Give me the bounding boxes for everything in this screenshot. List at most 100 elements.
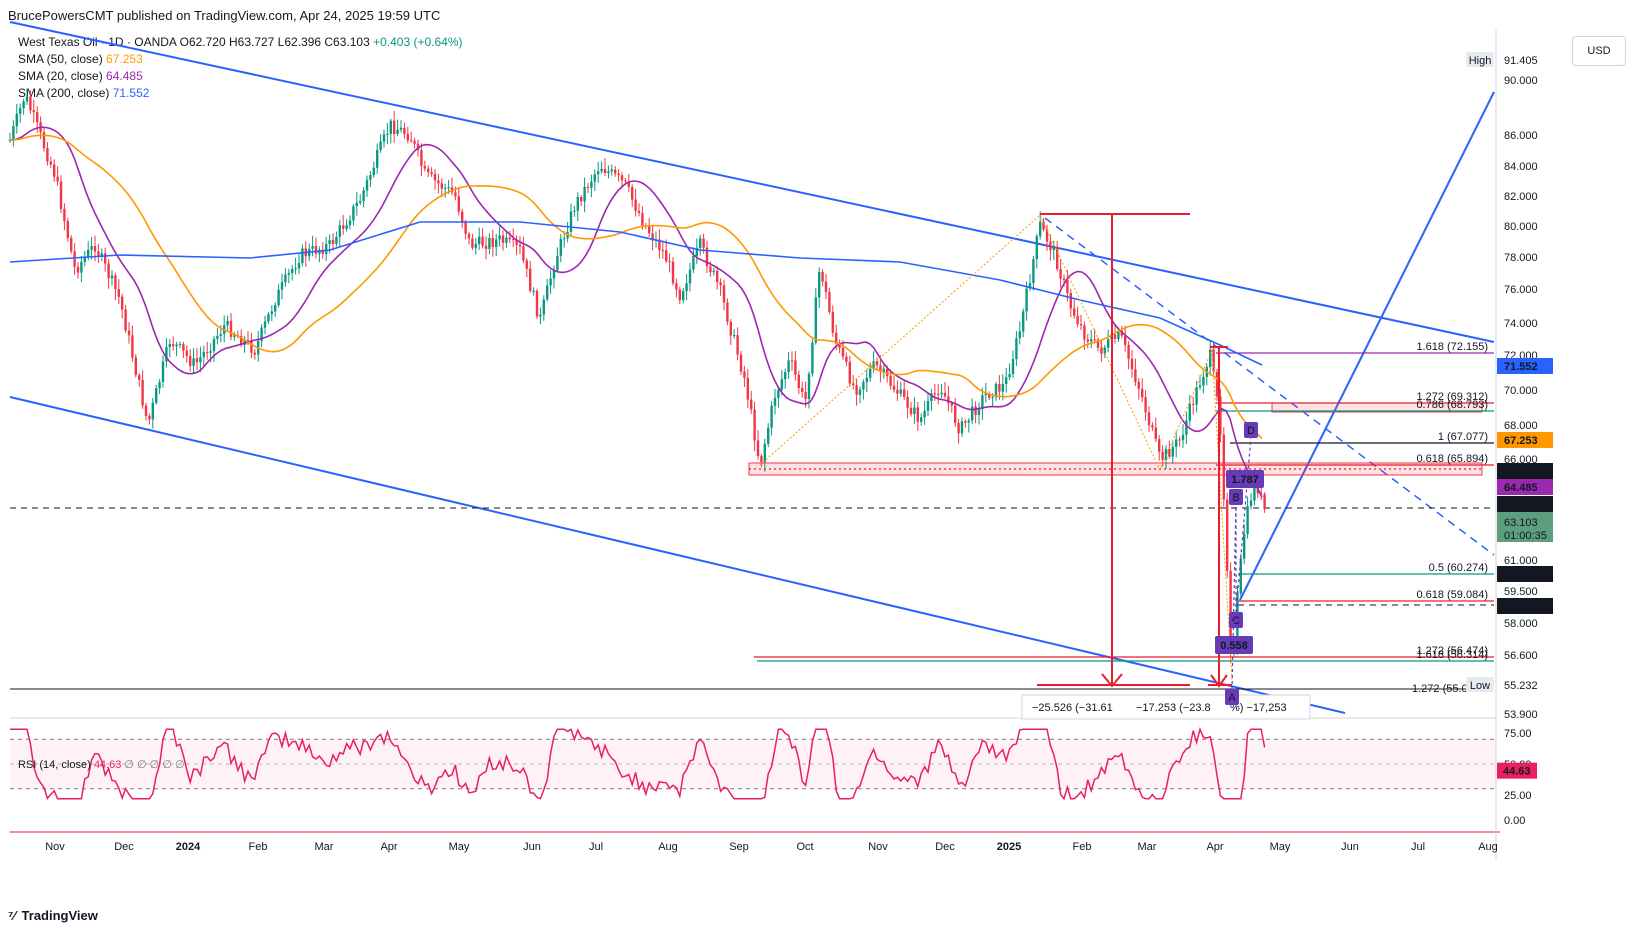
- y-tick-label: 61.000: [1504, 555, 1538, 567]
- publisher-line: BrucePowersCMT published on TradingView.…: [8, 8, 441, 23]
- y-tick-label: 76.000: [1504, 284, 1538, 296]
- y-tick-label: 74.000: [1504, 318, 1538, 330]
- candle-body: [46, 148, 49, 162]
- x-tick-label: Apr: [380, 841, 397, 853]
- candle-body: [1219, 396, 1222, 435]
- price-tag-bg: [1497, 496, 1553, 512]
- candle-body: [1001, 384, 1004, 392]
- candle-body: [15, 113, 18, 127]
- y-tick-label: 78.000: [1504, 252, 1538, 264]
- candle-body: [1028, 283, 1032, 289]
- candle-body: [22, 101, 25, 109]
- candle-body: [1032, 259, 1035, 284]
- candle-body: [1069, 293, 1072, 309]
- candle-body: [229, 320, 233, 337]
- candle-body: [1263, 494, 1266, 510]
- candle-body: [430, 172, 433, 174]
- y-tick-label: 82.000: [1504, 191, 1538, 203]
- candle-body: [552, 270, 556, 279]
- sma50-line: [9, 134, 1263, 439]
- candle-body: [1154, 427, 1157, 440]
- pattern-point-label: C: [1232, 615, 1240, 627]
- sma20-line: [9, 126, 1263, 498]
- tradingview-logo-icon[interactable]: ⁷⁄: [8, 908, 16, 923]
- candle-body: [729, 321, 732, 336]
- candle-body: [1093, 339, 1096, 341]
- pattern-ratio-box: [1215, 636, 1253, 654]
- candle-body: [250, 340, 253, 353]
- x-tick-label: Dec: [935, 841, 955, 853]
- candle-body: [804, 392, 807, 399]
- candle-body: [756, 440, 760, 457]
- candle-body: [590, 181, 593, 188]
- candle-body: [559, 238, 562, 256]
- candle-body: [709, 266, 712, 273]
- footer-brand[interactable]: TradingView: [21, 908, 98, 923]
- legend-sma20-row[interactable]: SMA (20, close) 64.485: [18, 68, 463, 85]
- candle-body: [736, 335, 739, 355]
- price-tag-label-bg: [1466, 677, 1494, 692]
- candle-body: [42, 132, 46, 149]
- symbol-label[interactable]: West Texas Oil · 1D · OANDA: [18, 35, 177, 49]
- price-tag-value: 65.650: [1504, 466, 1538, 478]
- rsi-legend[interactable]: RSI (14, close) 44.63 ∅ ∅ ∅ ∅ ∅: [18, 758, 185, 771]
- candle-body: [835, 332, 838, 344]
- candle-body: [569, 211, 573, 232]
- x-tick-label: Jul: [1411, 841, 1425, 853]
- measure-label: −25.526 (−31.61: [1032, 702, 1113, 714]
- candle-body: [600, 168, 603, 172]
- x-tick-label: Aug: [1478, 841, 1498, 853]
- fib-label: 0.5 (60.274): [1429, 562, 1488, 574]
- candle-body: [209, 351, 212, 353]
- candle-body: [991, 397, 994, 399]
- candle-body: [1052, 247, 1055, 251]
- candle-body: [1195, 387, 1198, 405]
- candle-body: [770, 405, 773, 428]
- fib-label: 0.618 (65.894): [1416, 453, 1488, 465]
- candle-body: [1005, 377, 1008, 385]
- candle-body: [182, 344, 185, 351]
- candle-body: [950, 403, 953, 406]
- candle-body: [1222, 434, 1225, 500]
- price-tag-value: 64.485: [1504, 482, 1538, 494]
- candle-body: [447, 187, 450, 189]
- candle-body: [743, 371, 746, 378]
- candle-body: [321, 249, 324, 254]
- candle-body: [342, 225, 345, 229]
- candle-body: [192, 358, 195, 366]
- candle-body: [892, 385, 896, 390]
- candle-body: [1018, 331, 1021, 339]
- x-tick-label: Nov: [868, 841, 888, 853]
- fib-label: 1 (67.077): [1438, 431, 1488, 443]
- legend-sma50-row[interactable]: SMA (50, close) 67.253: [18, 51, 463, 68]
- candle-body: [828, 292, 831, 312]
- rsi-band: [10, 739, 1496, 789]
- candle-body: [964, 421, 967, 423]
- candle-body: [461, 211, 464, 223]
- price-tag-value: 60.395: [1504, 569, 1538, 581]
- candle-body: [335, 236, 338, 244]
- candle-body: [1181, 434, 1185, 441]
- candle-body: [845, 356, 848, 362]
- candle-body: [668, 261, 671, 263]
- candle-body: [984, 393, 987, 396]
- candle-body: [406, 134, 409, 141]
- pattern-point-label: A: [1228, 692, 1236, 704]
- candle-body: [1045, 229, 1049, 242]
- candle-body: [29, 96, 32, 111]
- currency-button[interactable]: USD: [1572, 36, 1626, 66]
- candle-body: [90, 246, 93, 250]
- candle-body: [1090, 339, 1093, 342]
- y-tick-label: 86.000: [1504, 130, 1538, 142]
- y-tick-label: 90.000: [1504, 75, 1538, 87]
- candle-body: [549, 278, 552, 286]
- legend-sma200-row[interactable]: SMA (200, close) 71.552: [18, 85, 463, 102]
- candle-body: [284, 274, 287, 283]
- candle-body: [998, 383, 1001, 392]
- measure2-arrow: [1210, 674, 1228, 688]
- candle-body: [233, 335, 236, 337]
- candle-body: [937, 393, 940, 395]
- candle-body: [464, 222, 467, 234]
- candle-body: [155, 388, 158, 403]
